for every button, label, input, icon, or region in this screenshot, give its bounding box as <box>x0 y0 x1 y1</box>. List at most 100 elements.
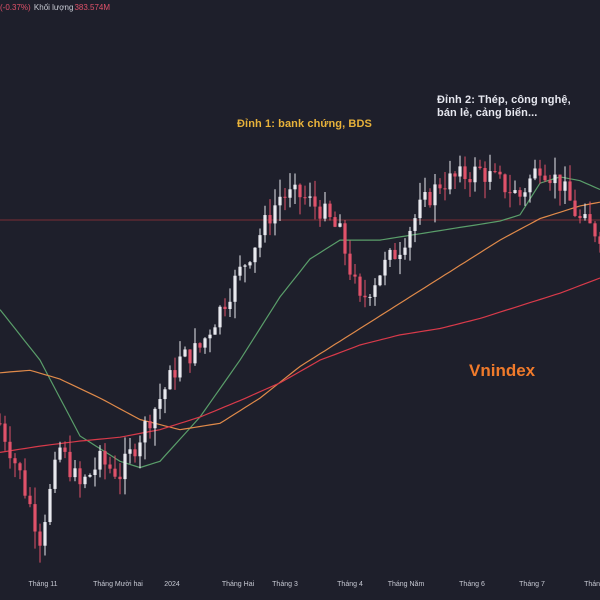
candle-body <box>83 476 87 485</box>
candle-body <box>428 192 432 206</box>
candle-body <box>378 275 382 286</box>
candle-body <box>423 192 427 200</box>
candle-body <box>263 215 267 236</box>
candle-body <box>78 468 82 485</box>
peak2-annotation: Đỉnh 2: Thép, công nghệ, bán lẻ, cảng bi… <box>437 94 571 120</box>
candle-body <box>538 168 542 176</box>
candle-body <box>238 266 242 276</box>
candle-body <box>253 247 257 263</box>
candle-body <box>28 495 32 505</box>
candle-body <box>213 327 217 335</box>
candle-body <box>278 196 282 206</box>
candle-body <box>413 218 417 231</box>
ma-mid-line <box>0 201 600 431</box>
candle-body <box>33 504 37 532</box>
candle-body <box>348 253 352 275</box>
candle-body <box>13 458 17 464</box>
candle-body <box>0 423 2 425</box>
candle-body <box>553 174 557 184</box>
candle-body <box>63 447 67 452</box>
candle-body <box>223 306 227 309</box>
x-tick-label: 2024 <box>164 581 180 588</box>
candle-body <box>18 463 22 471</box>
candle-body <box>158 399 162 409</box>
candle-body <box>188 349 192 364</box>
volume-value: 383.574M <box>74 3 111 12</box>
candle-body <box>73 468 77 478</box>
candle-body <box>138 442 142 457</box>
candle-body <box>488 171 492 182</box>
candle-body <box>203 338 207 348</box>
x-tick-label: Tháng 4 <box>337 581 363 588</box>
candle-body <box>218 306 222 328</box>
peak2-annotation-line1: Đỉnh 2: Thép, công nghệ, <box>437 94 571 106</box>
price-change-prefix: ( <box>0 3 3 12</box>
candle-body <box>123 453 127 480</box>
candle-body <box>493 171 497 173</box>
candle-body <box>258 235 262 248</box>
volume-label: Khối lượng <box>33 3 74 12</box>
candle-body <box>88 475 92 477</box>
x-tick-label: Tháng <box>584 581 600 588</box>
candle-body <box>578 215 582 219</box>
candle-body <box>198 343 202 348</box>
candle-body <box>128 449 132 454</box>
candle-body <box>368 296 372 298</box>
x-tick-label: Tháng Hai <box>221 581 255 588</box>
candle-body <box>153 408 157 429</box>
candle-body <box>303 197 307 199</box>
candle-body <box>148 421 152 429</box>
candle-body <box>113 468 117 477</box>
candle-body <box>243 265 247 267</box>
candle-body <box>298 184 302 198</box>
candle-body <box>503 174 507 193</box>
candle-body <box>473 166 477 183</box>
candle-body <box>8 441 12 459</box>
price-change-percent: -0.37%) <box>2 3 31 12</box>
candle-body <box>248 262 252 266</box>
candle-body <box>53 459 57 489</box>
x-tick-label: Tháng Mười hai <box>93 581 143 588</box>
candle-body <box>508 192 512 194</box>
candle-body <box>318 206 322 219</box>
candle-body <box>233 275 237 302</box>
candle-body <box>43 522 47 546</box>
header-bar: (-0.37%) Khối lượng383.574M <box>0 3 110 12</box>
candle-body <box>48 488 52 523</box>
candle-body <box>528 178 532 193</box>
candle-body <box>588 214 592 224</box>
x-tick-label: Tháng 6 <box>459 581 485 588</box>
candle-body <box>583 214 587 219</box>
candle-body <box>513 190 517 193</box>
candle-body <box>388 249 392 260</box>
candle-body <box>593 223 597 237</box>
candle-body <box>598 236 600 244</box>
candle-body <box>393 249 397 260</box>
candle-body <box>523 192 527 197</box>
candle-body <box>518 190 522 197</box>
ma-short-line <box>0 176 600 469</box>
x-tick-label: Tháng Năm <box>387 581 425 588</box>
candle-body <box>483 168 487 182</box>
candle-body <box>398 254 402 260</box>
candle-body <box>328 203 332 218</box>
candle-body <box>453 173 457 177</box>
peak2-annotation-line2: bán lẻ, cảng biển... <box>437 107 538 119</box>
candle-body <box>193 343 197 364</box>
candle-body <box>293 184 297 190</box>
candle-body <box>68 451 72 478</box>
candle-body <box>108 464 112 469</box>
candle-body <box>533 168 537 179</box>
candle-body <box>118 476 122 480</box>
candle-body <box>273 205 277 224</box>
candle-body <box>438 184 442 189</box>
candle-body <box>373 285 377 297</box>
candle-body <box>288 189 292 198</box>
candle-body <box>498 171 502 175</box>
candle-body <box>573 200 577 216</box>
candle-body <box>408 230 412 248</box>
x-tick-label: Tháng 11 <box>28 581 58 588</box>
ma-long-line <box>0 277 600 453</box>
